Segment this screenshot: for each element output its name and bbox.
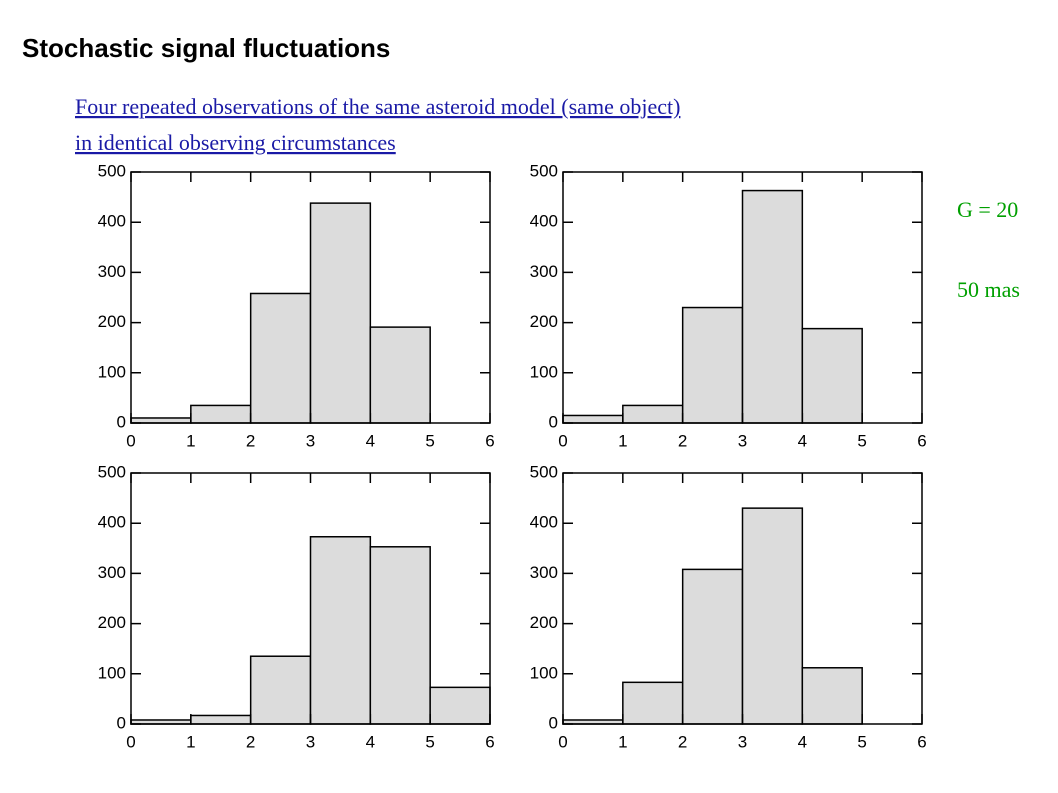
y-tick-label: 400 <box>530 513 558 532</box>
x-tick-label: 6 <box>485 732 494 751</box>
y-tick-label: 100 <box>98 362 126 381</box>
y-tick-label: 100 <box>530 663 558 682</box>
histogram-bar <box>741 507 804 725</box>
x-tick-label: 5 <box>857 431 866 450</box>
histogram-bar <box>190 714 252 725</box>
x-tick-label: 5 <box>425 431 434 450</box>
histogram-bar <box>369 546 431 725</box>
y-tick-label: 0 <box>549 713 558 732</box>
histogram-bar <box>622 681 684 725</box>
link-line[interactable]: Four repeated observations of the same a… <box>75 94 680 119</box>
x-tick-label: 4 <box>366 732 375 751</box>
y-tick-label: 500 <box>98 462 126 481</box>
histogram-bar <box>681 568 744 725</box>
y-tick-label: 300 <box>98 262 126 281</box>
x-tick-label: 5 <box>857 732 866 751</box>
histogram-bar <box>562 414 624 424</box>
x-tick-label: 0 <box>126 732 135 751</box>
x-tick-label: 3 <box>738 732 747 751</box>
x-tick-label: 1 <box>186 732 195 751</box>
y-tick-label: 0 <box>117 713 126 732</box>
y-tick-label: 0 <box>549 412 558 431</box>
y-tick-label: 100 <box>530 362 558 381</box>
x-tick-label: 3 <box>306 431 315 450</box>
y-tick-label: 400 <box>98 513 126 532</box>
x-tick-label: 2 <box>246 732 255 751</box>
y-tick-label: 400 <box>530 212 558 231</box>
histogram-bar <box>429 686 491 725</box>
y-tick-label: 0 <box>117 412 126 431</box>
histogram-bar <box>741 189 804 424</box>
x-tick-label: 2 <box>678 732 687 751</box>
y-tick-label: 300 <box>530 563 558 582</box>
histogram-bar <box>249 292 312 424</box>
histogram-bar <box>369 326 431 424</box>
x-tick-label: 3 <box>738 431 747 450</box>
y-tick-label: 200 <box>98 312 126 331</box>
x-tick-label: 4 <box>366 431 375 450</box>
annotation: G = 20 <box>957 197 1018 222</box>
x-tick-label: 3 <box>306 732 315 751</box>
x-tick-label: 1 <box>186 431 195 450</box>
x-tick-label: 5 <box>425 732 434 751</box>
x-tick-label: 4 <box>798 431 807 450</box>
x-tick-label: 1 <box>618 431 627 450</box>
histogram-bar <box>249 655 312 725</box>
x-tick-label: 4 <box>798 732 807 751</box>
y-tick-label: 400 <box>98 212 126 231</box>
histogram-bar <box>309 536 372 725</box>
histogram-bar <box>801 667 863 725</box>
x-tick-label: 0 <box>558 732 567 751</box>
y-tick-label: 300 <box>530 262 558 281</box>
histogram-bar <box>309 202 372 424</box>
y-tick-label: 200 <box>530 312 558 331</box>
histogram-bar <box>190 404 252 424</box>
histogram-bar <box>801 327 863 424</box>
y-tick-label: 500 <box>98 161 126 180</box>
link-line[interactable]: in identical observing circumstances <box>75 130 396 155</box>
histogram-bar <box>681 306 744 424</box>
x-tick-label: 6 <box>917 732 926 751</box>
annotation: 50 mas <box>957 277 1020 302</box>
histogram-bar <box>130 417 192 424</box>
x-tick-label: 0 <box>558 431 567 450</box>
slide-title: Stochastic signal fluctuations <box>22 33 390 63</box>
y-tick-label: 100 <box>98 663 126 682</box>
y-tick-label: 500 <box>530 462 558 481</box>
histogram-bar <box>622 404 684 424</box>
y-tick-label: 200 <box>98 613 126 632</box>
y-tick-label: 300 <box>98 563 126 582</box>
x-tick-label: 0 <box>126 431 135 450</box>
x-tick-label: 1 <box>618 732 627 751</box>
y-tick-label: 500 <box>530 161 558 180</box>
x-tick-label: 6 <box>917 431 926 450</box>
y-tick-label: 200 <box>530 613 558 632</box>
x-tick-label: 2 <box>678 431 687 450</box>
x-tick-label: 6 <box>485 431 494 450</box>
x-tick-label: 2 <box>246 431 255 450</box>
